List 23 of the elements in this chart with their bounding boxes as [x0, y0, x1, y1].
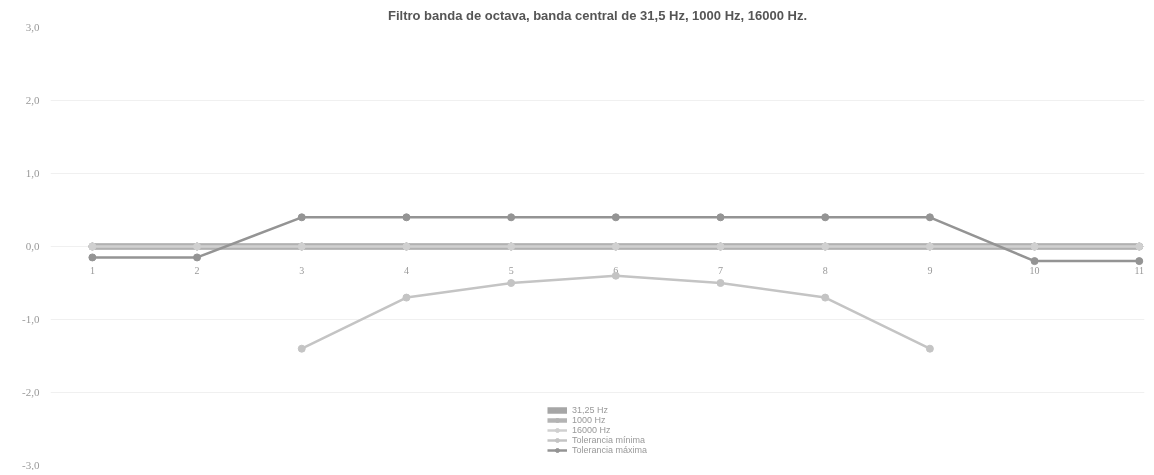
y-tick-label: 2,0: [25, 94, 40, 106]
y-tick-label: 3,0: [25, 21, 40, 33]
legend-label: 1000 Hz: [571, 415, 606, 425]
y-tick-label: -3,0: [22, 459, 40, 471]
x-tick-label: 3: [299, 264, 305, 276]
x-tick-label: 5: [508, 264, 514, 276]
chart-title: Filtro banda de octava, banda central de 31,5 Hz, 1000 Hz, 16000 Hz.: [387, 7, 808, 23]
x-tick-label: 1: [89, 264, 95, 276]
x-tick-label: 4: [403, 264, 409, 276]
y-tick-label: -1,0: [22, 313, 40, 325]
y-tick-label: 0,0: [25, 240, 40, 252]
x-tick-label: 10: [1029, 264, 1040, 276]
legend-label: Tolerancia mínima: [571, 435, 646, 445]
legend-label: Tolerancia máxima: [571, 445, 648, 455]
x-tick-label: 8: [822, 264, 828, 276]
legend-label: 16000 Hz: [571, 425, 611, 435]
x-tick-label: 9: [927, 264, 933, 276]
x-tick-label: 2: [194, 264, 200, 276]
y-tick-label: 1,0: [25, 167, 40, 179]
x-tick-label: 11: [1134, 264, 1145, 276]
y-tick-label: -2,0: [22, 386, 40, 398]
x-tick-label: 7: [718, 264, 724, 276]
legend-label: 31,25 Hz: [571, 405, 609, 415]
